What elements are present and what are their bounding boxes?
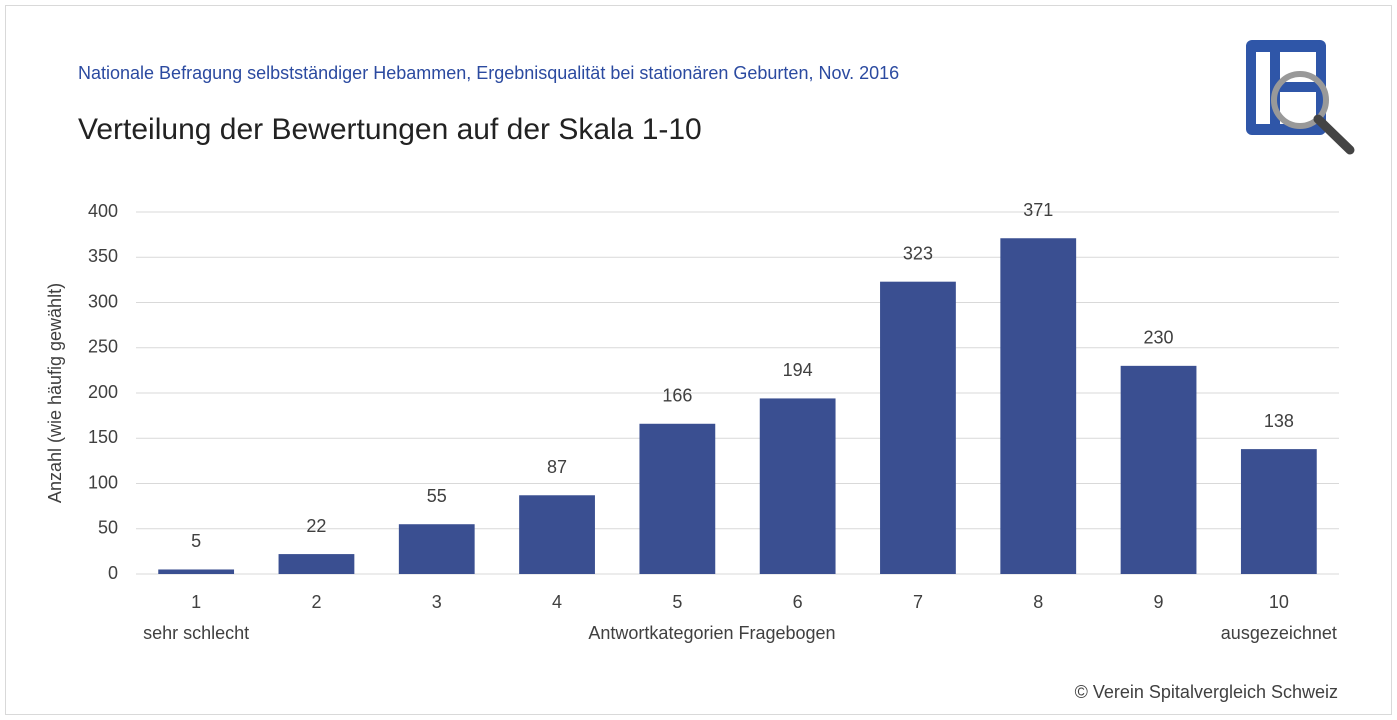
x-tick-label: 4 — [552, 592, 562, 612]
x-tick-label: 8 — [1033, 592, 1043, 612]
y-tick-label: 350 — [88, 246, 118, 266]
x-tick-label: 9 — [1154, 592, 1164, 612]
bar — [158, 569, 235, 574]
y-tick-label: 400 — [88, 201, 118, 221]
bar — [278, 554, 355, 574]
x-high-label: ausgezeichnet — [1221, 623, 1337, 643]
data-label: 87 — [547, 457, 567, 477]
y-axis-label: Anzahl (wie häufig gewählt) — [45, 283, 65, 503]
x-low-label: sehr schlecht — [143, 623, 249, 643]
x-tick-label: 3 — [432, 592, 442, 612]
y-tick-label: 300 — [88, 291, 118, 311]
data-label: 22 — [306, 516, 326, 536]
chart-frame — [5, 5, 1392, 715]
y-tick-label: 250 — [88, 337, 118, 357]
bar — [880, 281, 956, 574]
x-tick-label: 5 — [672, 592, 682, 612]
data-label: 194 — [783, 360, 813, 380]
data-label: 371 — [1023, 200, 1053, 220]
y-tick-label: 50 — [98, 518, 118, 538]
x-tick-label: 2 — [311, 592, 321, 612]
x-axis-label: Antwortkategorien Fragebogen — [588, 623, 835, 643]
data-label: 166 — [662, 386, 692, 406]
y-tick-label: 150 — [88, 427, 118, 447]
bar — [639, 423, 716, 574]
y-tick-label: 100 — [88, 472, 118, 492]
x-tick-label: 10 — [1269, 592, 1289, 612]
logo — [1246, 40, 1355, 155]
data-label: 230 — [1144, 328, 1174, 348]
bar — [519, 495, 595, 574]
x-tick-label: 6 — [793, 592, 803, 612]
bar — [759, 398, 836, 574]
bar — [398, 524, 475, 574]
bar — [1120, 365, 1197, 574]
x-tick-label: 7 — [913, 592, 923, 612]
data-label: 323 — [903, 243, 933, 263]
chart-title: Verteilung der Bewertungen auf der Skala… — [78, 113, 702, 146]
bar — [1000, 238, 1077, 574]
bar — [1240, 449, 1317, 574]
x-tick-label: 1 — [191, 592, 201, 612]
footer: © Verein Spitalvergleich Schweiz — [1075, 682, 1338, 702]
data-label: 55 — [427, 486, 447, 506]
data-label: 138 — [1264, 411, 1294, 431]
data-label: 5 — [191, 531, 201, 551]
supertitle: Nationale Befragung selbstständiger Heba… — [78, 63, 899, 83]
y-tick-label: 0 — [108, 563, 118, 583]
y-tick-label: 200 — [88, 382, 118, 402]
